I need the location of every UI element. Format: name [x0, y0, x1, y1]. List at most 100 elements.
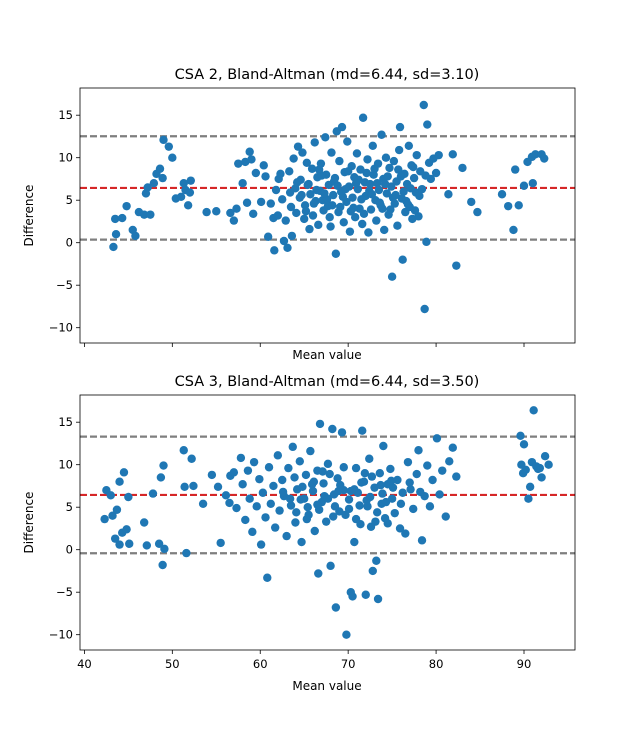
- data-point: [358, 426, 367, 435]
- data-point: [348, 592, 357, 601]
- data-point: [352, 149, 362, 158]
- y-tick-label: 0: [66, 236, 73, 250]
- data-point: [390, 508, 399, 518]
- plot-area: [80, 406, 575, 639]
- axes: 40 50 60 70 80 90 −10 −5 0 5 10 15: [49, 415, 532, 671]
- data-point: [525, 482, 535, 491]
- data-point: [417, 184, 427, 194]
- data-point: [106, 491, 115, 500]
- data-point: [278, 195, 287, 204]
- data-point: [185, 188, 195, 197]
- data-point: [323, 494, 333, 503]
- data-point: [305, 224, 314, 234]
- data-point: [404, 141, 414, 150]
- data-point: [412, 150, 421, 160]
- data-point: [540, 452, 550, 461]
- data-point: [189, 481, 198, 491]
- data-point: [286, 202, 296, 212]
- data-point: [410, 206, 420, 215]
- data-point: [524, 494, 533, 503]
- data-point: [232, 204, 241, 213]
- data-point: [264, 463, 274, 472]
- data-point: [393, 475, 402, 485]
- data-point: [307, 480, 317, 489]
- data-point: [372, 556, 381, 565]
- data-point: [306, 190, 315, 199]
- data-point: [365, 454, 374, 463]
- data-point: [366, 205, 376, 214]
- data-point: [285, 494, 295, 503]
- data-point: [435, 490, 444, 499]
- data-point: [346, 207, 355, 216]
- data-point: [108, 511, 117, 520]
- data-point: [398, 488, 407, 497]
- data-point: [251, 168, 261, 178]
- data-point: [415, 191, 424, 201]
- data-point: [452, 472, 461, 481]
- data-point: [249, 457, 259, 467]
- data-point: [383, 172, 392, 181]
- data-point: [381, 497, 391, 507]
- data-point: [207, 470, 217, 480]
- data-point: [529, 406, 538, 415]
- data-point: [318, 467, 327, 476]
- data-point: [142, 541, 152, 550]
- data-point: [122, 525, 131, 534]
- data-point: [441, 512, 450, 521]
- data-point: [288, 442, 297, 452]
- y-axis-label: Difference: [22, 492, 36, 554]
- data-point: [109, 242, 118, 252]
- y-tick-label: −5: [56, 585, 73, 599]
- data-point: [216, 538, 225, 548]
- y-tick-label: 15: [58, 415, 73, 429]
- data-point: [359, 209, 369, 218]
- data-point: [343, 167, 353, 176]
- data-point: [312, 185, 321, 195]
- data-point: [328, 201, 337, 210]
- axes: −10 −5 0 5 10 15: [49, 108, 525, 347]
- data-point: [159, 135, 168, 145]
- x-tick-label: 40: [77, 657, 92, 671]
- chart-title: CSA 2, Bland-Altman (md=6.44, sd=3.10): [175, 67, 480, 83]
- data-point: [282, 531, 291, 541]
- data-point: [234, 159, 243, 168]
- data-point: [271, 185, 281, 195]
- data-point: [301, 470, 311, 480]
- data-point: [327, 148, 336, 157]
- data-point: [301, 207, 311, 216]
- data-point: [261, 513, 270, 522]
- data-point: [330, 502, 340, 511]
- data-point: [458, 163, 467, 173]
- data-point: [438, 466, 447, 475]
- chart-panel-csa3: CSA 3, Bland-Altman (md=6.44, sd=3.50) M…: [22, 374, 576, 693]
- data-point: [497, 190, 507, 199]
- data-point: [115, 540, 124, 549]
- data-point: [292, 508, 301, 517]
- data-point: [160, 544, 169, 554]
- data-point: [285, 167, 294, 176]
- data-point: [259, 161, 268, 170]
- data-point: [331, 603, 341, 612]
- data-point: [394, 165, 403, 174]
- data-point: [422, 237, 431, 247]
- data-point: [503, 201, 513, 211]
- data-point: [179, 446, 188, 455]
- data-point: [403, 200, 413, 209]
- data-point: [110, 534, 120, 543]
- data-point: [323, 459, 333, 469]
- data-point: [212, 207, 221, 216]
- data-point: [338, 192, 348, 201]
- data-point: [183, 201, 193, 210]
- data-point: [156, 473, 166, 482]
- data-point: [329, 512, 338, 521]
- data-point: [334, 486, 343, 496]
- data-point: [514, 201, 523, 210]
- data-point: [372, 179, 382, 188]
- data-point: [401, 529, 410, 538]
- data-point: [421, 171, 430, 180]
- data-point: [448, 150, 457, 159]
- data-point: [261, 172, 270, 181]
- data-point: [124, 492, 133, 502]
- data-point: [386, 205, 395, 214]
- data-point: [432, 434, 442, 443]
